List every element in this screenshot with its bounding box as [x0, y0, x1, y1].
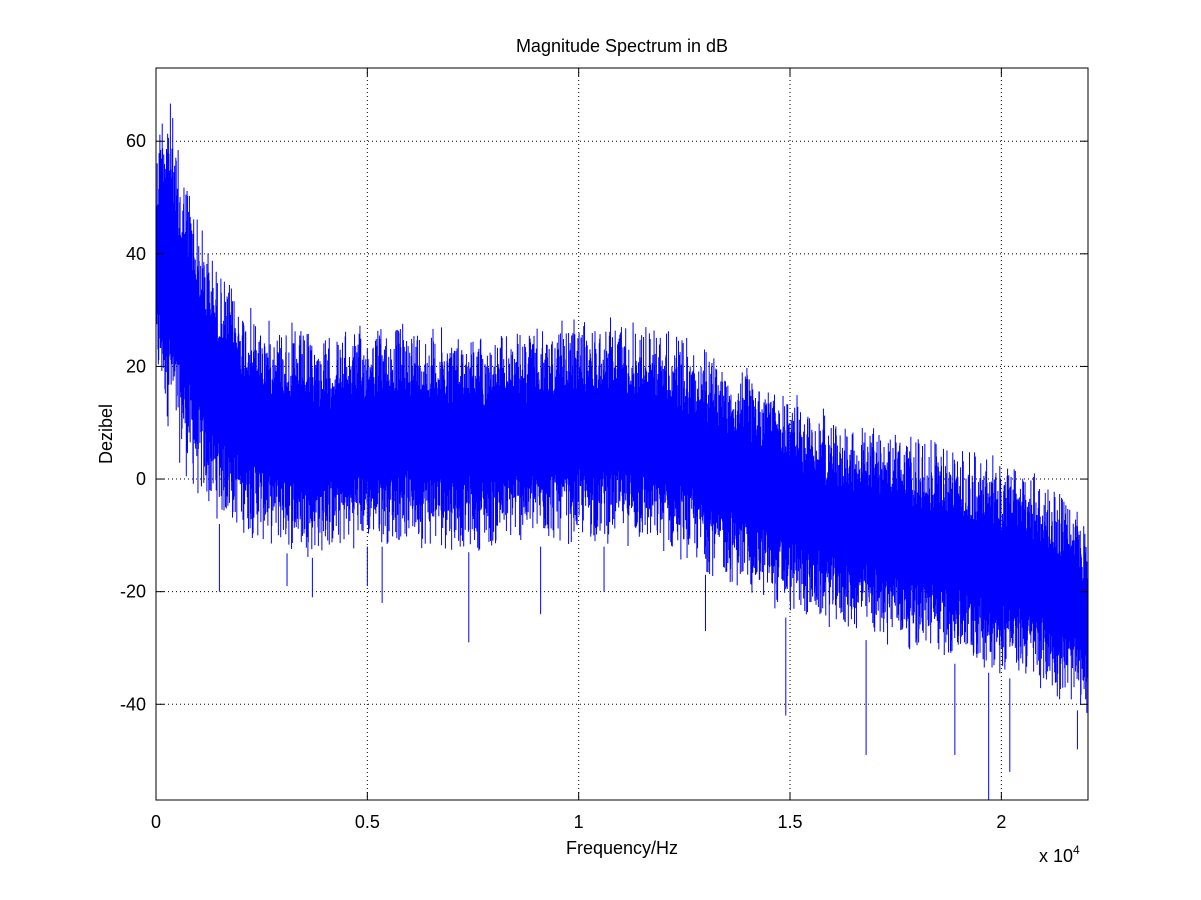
x-tick-label: 0.5 — [355, 812, 380, 832]
y-tick-label: 0 — [136, 469, 146, 489]
y-tick-label: 20 — [126, 356, 146, 376]
chart-title: Magnitude Spectrum in dB — [516, 36, 728, 56]
x-tick-label: 1.5 — [777, 812, 802, 832]
x-axis-title: Frequency/Hz — [566, 838, 678, 858]
y-tick-label: 60 — [126, 131, 146, 151]
x-tick-label: 2 — [996, 812, 1006, 832]
y-tick-label: -40 — [120, 694, 146, 714]
x-tick-label: 1 — [574, 812, 584, 832]
y-axis-title: Dezibel — [96, 404, 116, 464]
x-axis-exponent-base: x 10 — [1039, 846, 1073, 866]
x-axis-exponent: x 104 — [1039, 843, 1080, 866]
y-tick-label: -20 — [120, 582, 146, 602]
y-tick-label: 40 — [126, 244, 146, 264]
axis-ticks — [155, 68, 1088, 800]
x-axis-exponent-power: 4 — [1073, 843, 1080, 857]
plot-frame — [155, 67, 1089, 801]
x-tick-label: 0 — [151, 812, 161, 832]
